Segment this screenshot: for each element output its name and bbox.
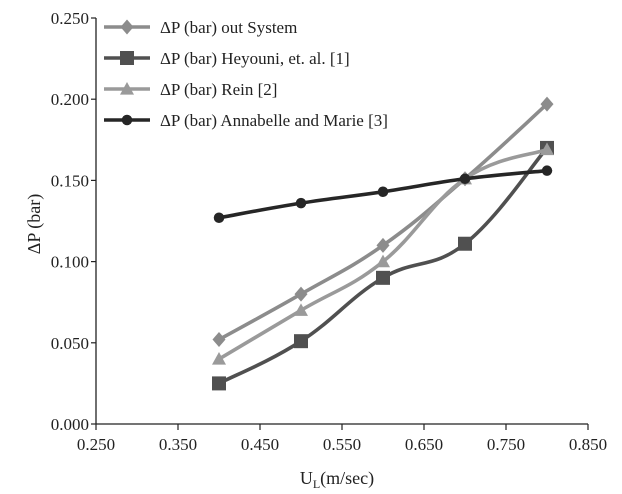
y-tick-label-1: 0.050 [51, 334, 89, 353]
legend-item-2: ΔP (bar) Rein [2] [104, 80, 277, 99]
series-1-point-1 [294, 334, 308, 349]
legend-label-0: ΔP (bar) out System [160, 18, 297, 37]
x-tick-label-6: 0.850 [569, 435, 607, 454]
series-1-point-3 [458, 236, 472, 251]
series-0-point-0 [212, 332, 226, 348]
x-axis-title: UL(m/sec) [300, 468, 374, 491]
legend-item-0: ΔP (bar) out System [104, 18, 297, 37]
legend-item-1: ΔP (bar) Heyouni, et. al. [1] [104, 49, 350, 68]
x-tick-label-5: 0.750 [487, 435, 525, 454]
x-tick-label-1: 0.350 [159, 435, 197, 454]
y-tick-label-5: 0.250 [51, 9, 89, 28]
axes: 0.000 0.050 0.100 0.150 0.200 0.250 0.250 0.350… [51, 9, 607, 454]
series-3-point-2 [377, 186, 389, 198]
series-3-point-4 [541, 165, 553, 176]
series-3-point-0 [213, 212, 225, 224]
y-tick-label-4: 0.200 [51, 90, 89, 109]
legend-marker-3 [121, 114, 133, 126]
series-3-point-1 [295, 197, 307, 209]
series-2-point-2 [376, 254, 390, 268]
series-0 [212, 96, 554, 348]
legend-marker-1 [120, 51, 134, 65]
legend-label-1: ΔP (bar) Heyouni, et. al. [1] [160, 49, 350, 68]
series-0-line [217, 102, 549, 342]
series-2-point-0 [212, 352, 226, 365]
series-layer [212, 96, 554, 391]
legend-label-2: ΔP (bar) Rein [2] [160, 80, 277, 99]
series-1-point-0 [212, 376, 226, 391]
y-tick-label-0: 0.000 [51, 415, 89, 434]
x-tick-label-2: 0.450 [241, 435, 279, 454]
x-tick-label-0: 0.250 [77, 435, 115, 454]
x-axis-title-subscript: L [313, 477, 320, 491]
y-tick-label-2: 0.100 [51, 253, 89, 272]
series-2-point-4 [540, 142, 554, 156]
series-0-point-2 [376, 237, 390, 253]
series-3 [213, 165, 553, 224]
series-0-point-4 [540, 96, 554, 112]
legend-marker-0 [120, 19, 134, 35]
series-2-line [217, 147, 549, 361]
series-2-point-1 [294, 303, 308, 316]
series-1-point-2 [376, 270, 390, 285]
x-tick-label-3: 0.550 [323, 435, 361, 454]
legend-label-3: ΔP (bar) Annabelle and Marie [3] [160, 111, 388, 130]
series-0-point-1 [294, 286, 308, 302]
y-tick-label-3: 0.150 [51, 171, 89, 190]
legend: ΔP (bar) out System ΔP (bar) Heyouni, et.… [104, 18, 388, 130]
x-axis-title-main: U [300, 468, 313, 488]
x-axis-title-unit: (m/sec) [320, 468, 374, 489]
y-axis-title: ΔP (bar) [24, 194, 45, 254]
x-tick-label-4: 0.650 [405, 435, 443, 454]
legend-marker-2 [120, 82, 134, 95]
series-3-point-3 [459, 173, 471, 185]
legend-item-3: ΔP (bar) Annabelle and Marie [3] [104, 111, 388, 130]
